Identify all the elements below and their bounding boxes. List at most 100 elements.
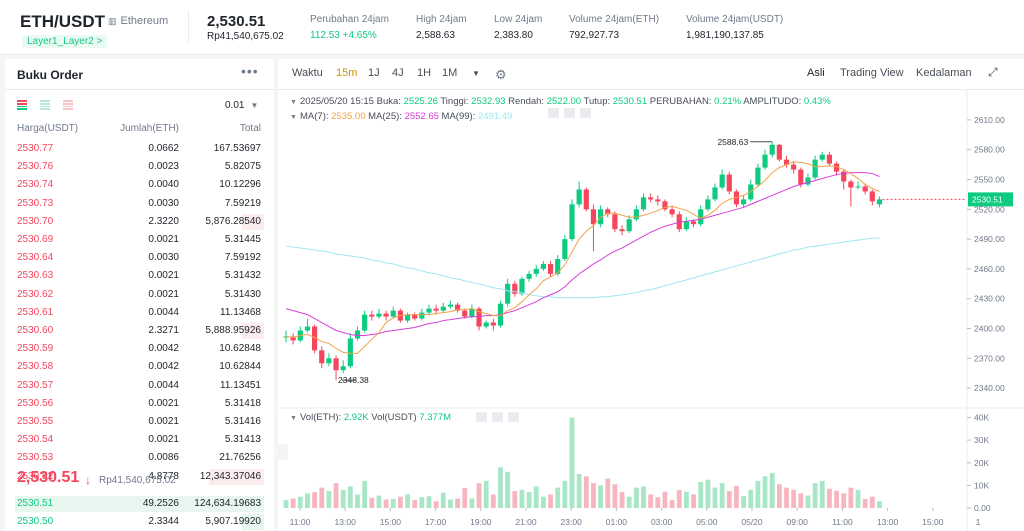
volume-bar — [576, 474, 582, 508]
legend-part: 2491.49 — [478, 111, 512, 122]
legend-part: AMPLITUDO: — [743, 96, 804, 107]
interval-1j[interactable]: 1J — [368, 67, 380, 79]
stat-label: Volume 24jam(ETH) — [569, 14, 660, 25]
order-row[interactable]: 2530.70 2.3220 5,876.28540 — [5, 213, 274, 231]
pair-symbol[interactable]: ETH/USDT — [20, 12, 105, 31]
volume-axis: 0.00 10K 20K 30K 40K — [967, 413, 991, 513]
stat-value: 2,588.63 — [416, 30, 455, 41]
candle-body — [669, 209, 675, 215]
candle-body — [312, 326, 318, 351]
stat-low-24h: Low 24jam 2,383.80 — [494, 14, 542, 41]
legend-part: 7.377M — [419, 412, 451, 423]
stat-high-24h: High 24jam 2,588.63 — [416, 14, 467, 41]
order-row[interactable]: 2530.55 0.0021 5.31416 — [5, 413, 274, 431]
order-row[interactable]: 2530.52 4.8778 12,343.37046 — [5, 468, 274, 486]
volume-bar — [505, 471, 511, 508]
order-row[interactable]: 2530.69 0.0021 5.31445 — [5, 231, 274, 249]
precision-select[interactable]: 0.01 ▼ — [225, 100, 258, 111]
candle-body — [347, 338, 353, 367]
candle-body — [512, 283, 518, 294]
order-book-panel: Buku Order ••• 0.01 ▼ Harga(USDT) Jumlah(… — [5, 59, 274, 531]
stat-volume-usdt: Volume 24jam(USDT) 1,981,190,137.85 — [686, 14, 783, 41]
order-row[interactable]: 2530.53 0.0086 21.76256 — [5, 449, 274, 467]
order-price: 2530.52 — [17, 470, 54, 482]
volume-bar — [448, 499, 453, 508]
price-tick-label: 2400.00 — [974, 324, 1005, 334]
volume-bar — [734, 485, 739, 508]
mid-price: 2,530.51 — [17, 469, 80, 486]
candle-body — [662, 201, 668, 210]
volume-bar — [583, 476, 589, 508]
candle-body — [569, 204, 575, 240]
view-tradingview[interactable]: Trading View — [840, 67, 904, 79]
order-row[interactable]: 2530.57 0.0044 11.13451 — [5, 377, 274, 395]
interval-1h[interactable]: 1H — [417, 67, 432, 79]
volume-bar — [834, 490, 839, 508]
view-depth[interactable]: Kedalaman — [916, 67, 972, 79]
order-row[interactable]: 2530.73 0.0030 7.59219 — [5, 195, 274, 213]
more-intervals-caret-icon[interactable]: ▼ — [472, 69, 480, 78]
order-row[interactable]: 2530.64 0.0030 7.59192 — [5, 249, 274, 267]
candle-body — [390, 310, 396, 317]
order-row[interactable]: 2530.61 0.0044 11.13468 — [5, 304, 274, 322]
legend-part: Tutup: — [584, 96, 613, 107]
price-tick-label: 2490.00 — [974, 234, 1005, 244]
order-row[interactable]: 2530.59 0.0042 10.62848 — [5, 340, 274, 358]
candle-body — [590, 209, 597, 225]
order-total: 5.31430 — [224, 288, 261, 300]
order-row[interactable]: 2530.51 49.2526 124,634.19683 — [5, 495, 274, 513]
mid-price-idr: Rp41,540,675.02 — [99, 475, 176, 486]
order-row[interactable]: 2530.62 0.0021 5.31430 — [5, 286, 274, 304]
gear-icon[interactable]: ⚙ — [495, 67, 507, 82]
volume-bar — [319, 487, 325, 508]
interval-15m[interactable]: 15m — [336, 67, 358, 79]
interval-1m[interactable]: 1M — [442, 67, 458, 79]
legend-part: 2532.93 — [471, 96, 508, 107]
order-total: 5,888.95926 — [205, 325, 261, 336]
order-price: 2530.70 — [17, 215, 54, 227]
collapse-caret-icon: ▼ — [290, 99, 297, 106]
order-row[interactable]: 2530.74 0.0040 10.12296 — [5, 176, 274, 194]
order-row[interactable]: 2530.50 2.3344 5,907.19920 — [5, 513, 274, 531]
more-options-icon[interactable]: ••• — [241, 63, 259, 79]
volume-bar — [655, 497, 661, 508]
time-tick-label: 03:00 — [651, 517, 673, 527]
candle-body — [805, 177, 811, 185]
view-original[interactable]: Asli — [807, 67, 825, 79]
order-price: 2530.64 — [17, 252, 54, 264]
volume-bar — [812, 483, 818, 508]
order-row[interactable]: 2530.77 0.0662 167.53697 — [5, 140, 274, 158]
candlestick-chart[interactable]: 2340.00 2370.00 2400.00 2430.00 2460.00 2490.… — [278, 90, 1024, 531]
candle-body — [755, 167, 761, 185]
volume-bar — [855, 489, 861, 508]
volume-bar — [712, 487, 718, 508]
order-row[interactable]: 2530.76 0.0023 5.82075 — [5, 158, 274, 176]
interval-4j[interactable]: 4J — [392, 67, 404, 79]
order-row[interactable]: 2530.58 0.0042 10.62844 — [5, 358, 274, 376]
order-row[interactable]: 2530.60 2.3271 5,888.95926 — [5, 322, 274, 340]
view-bids-icon[interactable] — [40, 100, 50, 110]
volume-bar — [312, 492, 317, 508]
arrow-down-icon: ↓ — [85, 473, 91, 487]
legend-part: 2025/05/20 15:15 — [300, 96, 377, 107]
gear-icon — [492, 412, 503, 422]
order-amount: 2.3220 — [148, 215, 179, 227]
time-tick-label: 11:00 — [290, 517, 311, 527]
view-asks-icon[interactable] — [63, 100, 73, 110]
order-amount: 0.0023 — [148, 161, 179, 173]
price-markers: 2588.63 2348.38 2530.51 — [338, 137, 1013, 385]
stat-label: Volume 24jam(USDT) — [686, 14, 784, 25]
pair-name[interactable]: ▥ Ethereum — [108, 15, 168, 27]
order-amount: 0.0030 — [148, 197, 179, 209]
category-tag[interactable]: Layer1_Layer2 > — [22, 35, 108, 48]
price-axis: 2340.00 2370.00 2400.00 2430.00 2460.00 2490.… — [967, 115, 1005, 393]
order-row[interactable]: 2530.56 0.0021 5.31418 — [5, 395, 274, 413]
order-row[interactable]: 2530.63 0.0021 5.31432 — [5, 267, 274, 285]
volume-bar — [426, 496, 432, 508]
fullscreen-icon[interactable]: ⤢ — [988, 65, 998, 79]
ma25-line — [285, 172, 880, 336]
order-row[interactable]: 2530.54 0.0021 5.31413 — [5, 431, 274, 449]
volume-bar — [455, 498, 460, 508]
candle-body — [362, 314, 368, 331]
view-both-icon[interactable] — [17, 100, 27, 110]
